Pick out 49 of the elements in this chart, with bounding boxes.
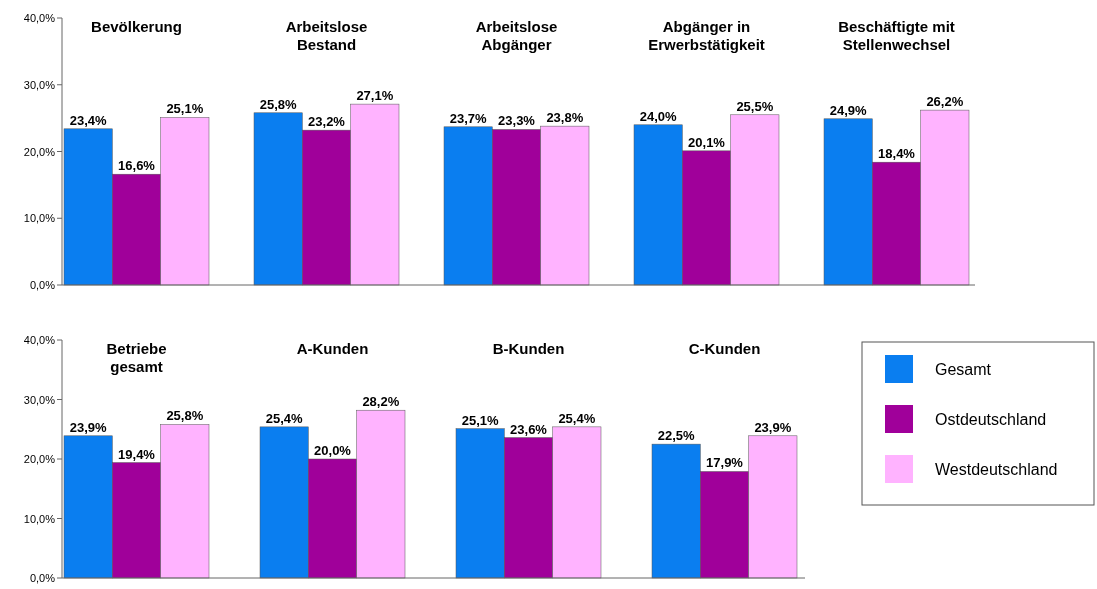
x-tick-label: Arbeitslose Abgänger bbox=[475, 18, 558, 53]
y-tick-label: 10,0% bbox=[23, 512, 56, 525]
data-label: 25,8% bbox=[166, 408, 204, 424]
data-label: 27,1% bbox=[356, 88, 394, 104]
x-tick-label: Bevölkerung bbox=[91, 18, 182, 35]
data-label: 20,0% bbox=[314, 443, 352, 458]
y-tick-label: 0,0% bbox=[29, 279, 56, 291]
y-tick-label: 40,0% bbox=[23, 12, 56, 24]
y-tick-label: 30,0% bbox=[23, 78, 56, 91]
y-tick-label: 0,0% bbox=[29, 572, 56, 584]
x-tick-label: B-Kunden bbox=[492, 340, 565, 357]
data-label: 28,2% bbox=[362, 394, 400, 410]
data-label: 23,7% bbox=[449, 110, 488, 126]
x-tick-label: Arbeitslose Bestand bbox=[285, 18, 368, 53]
legend-label: Westdeutschland bbox=[935, 461, 1058, 478]
data-label: 16,6% bbox=[118, 158, 156, 174]
data-label: 23,2% bbox=[308, 114, 346, 130]
data-label: 24,9% bbox=[829, 102, 868, 118]
data-label: 22,5% bbox=[657, 428, 696, 444]
data-label: 26,2% bbox=[926, 94, 964, 110]
y-tick-label: 20,0% bbox=[23, 453, 56, 465]
data-label: 25,8% bbox=[259, 96, 298, 112]
data-label: 17,9% bbox=[706, 455, 744, 471]
data-label: 23,4% bbox=[69, 112, 108, 128]
data-label: 23,6% bbox=[510, 421, 548, 437]
x-tick-label: A-Kunden bbox=[296, 340, 369, 357]
x-tick-label: Betriebe gesamt bbox=[106, 340, 167, 375]
y-tick-label: 10,0% bbox=[23, 212, 56, 225]
data-label: 23,9% bbox=[69, 419, 108, 435]
y-tick-label: 30,0% bbox=[23, 393, 56, 406]
data-label: 25,1% bbox=[166, 101, 204, 117]
data-label: 23,3% bbox=[498, 113, 536, 129]
data-label: 23,8% bbox=[546, 110, 584, 126]
x-tick-label: Abgänger in Erwerbstätigkeit bbox=[648, 18, 765, 53]
data-label: 20,1% bbox=[688, 134, 726, 150]
data-label: 18,4% bbox=[878, 146, 916, 162]
data-label: 25,4% bbox=[558, 410, 596, 426]
x-tick-label: C-Kunden bbox=[688, 340, 761, 357]
data-label: 25,5% bbox=[736, 98, 774, 114]
x-tick-label: Beschäftigte mit Stellenwechsel bbox=[838, 18, 955, 53]
y-tick-label: 20,0% bbox=[23, 145, 56, 158]
legend-label: Gesamt bbox=[935, 361, 992, 378]
data-label: 19,4% bbox=[118, 446, 156, 462]
y-tick-label: 40,0% bbox=[23, 334, 56, 346]
data-label: 24,0% bbox=[639, 108, 678, 124]
data-label: 25,4% bbox=[265, 410, 304, 426]
data-label: 23,9% bbox=[754, 419, 792, 435]
data-label: 25,1% bbox=[461, 412, 500, 428]
legend-label: Ostdeutschland bbox=[935, 411, 1047, 428]
